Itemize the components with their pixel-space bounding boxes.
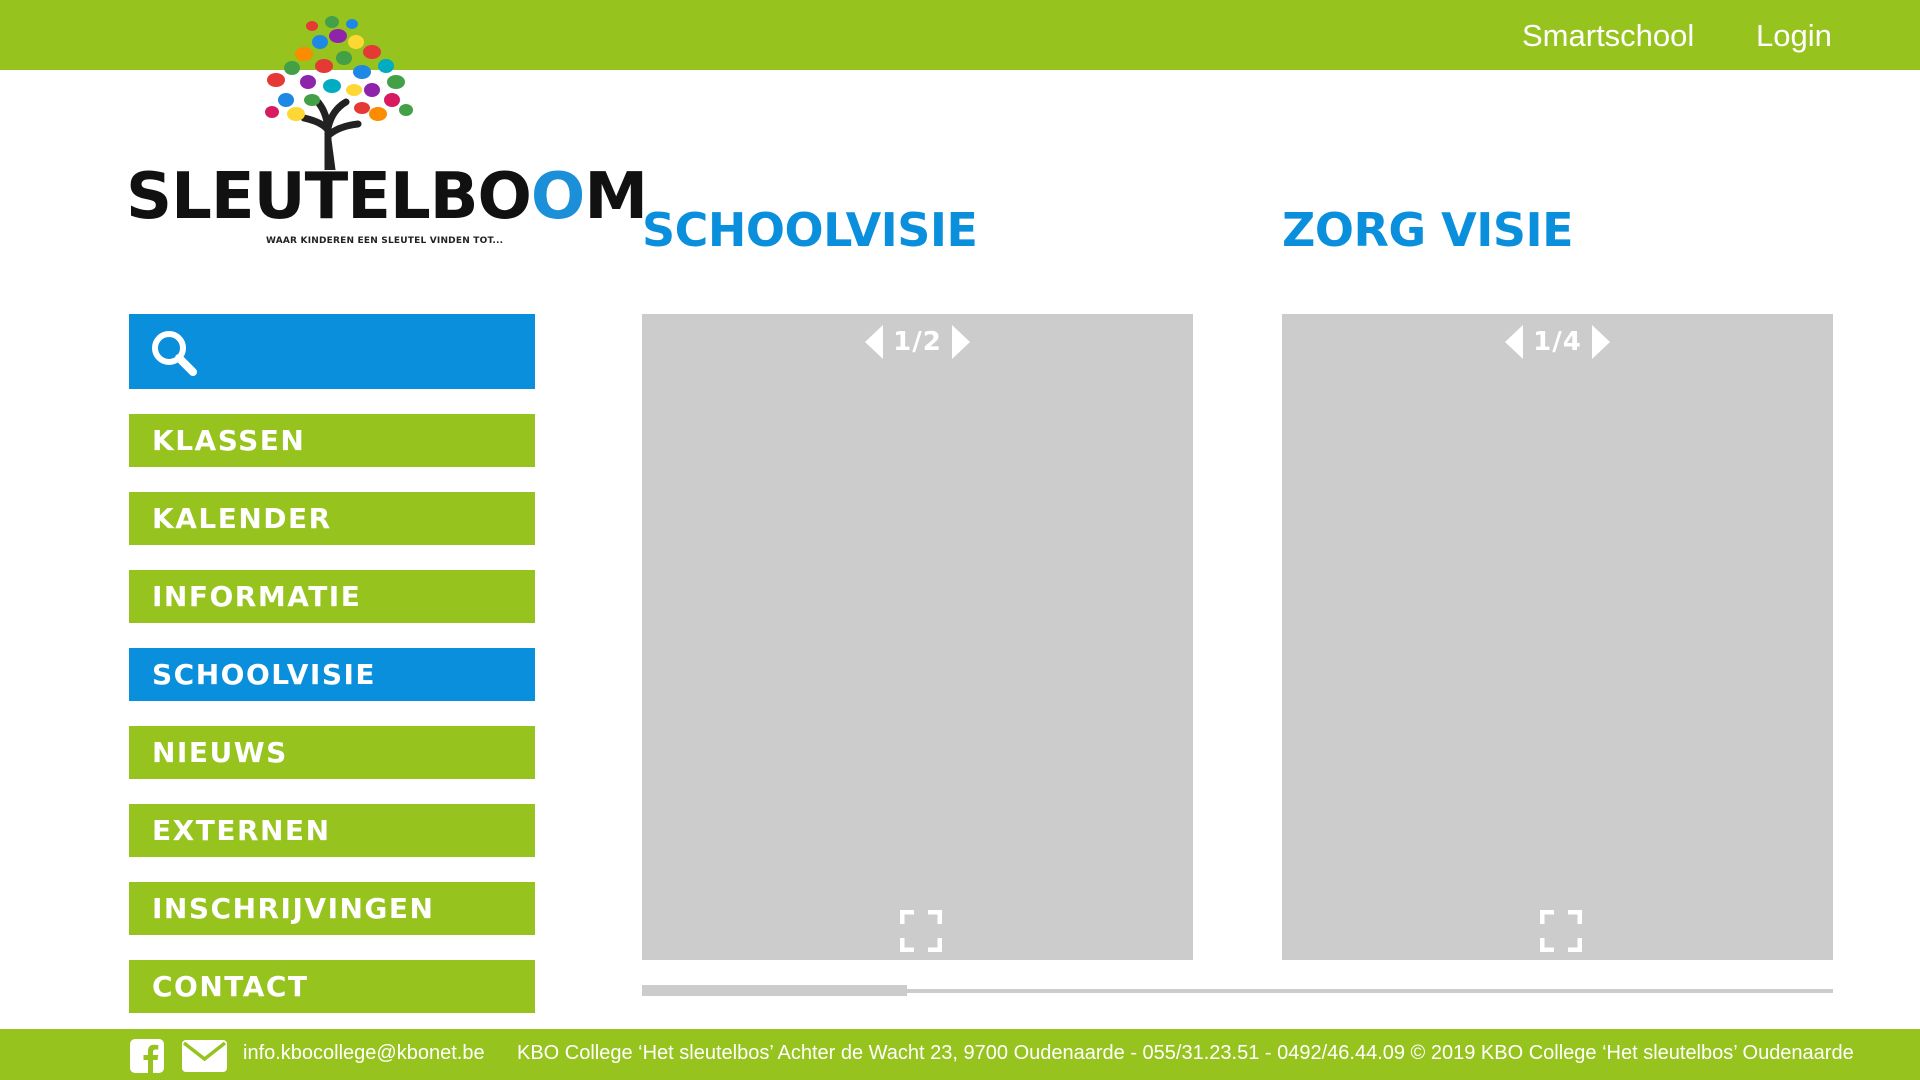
nav-item-nieuws[interactable]: NIEUWS [129,726,535,779]
nav-item-contact[interactable]: CONTACT [129,960,535,1013]
nav-item-schoolvisie[interactable]: SCHOOLVISIE [129,648,535,701]
logo-wordmark: SLEUTELBOOM [126,160,648,234]
previous-page-icon[interactable] [1503,325,1524,359]
footer-contact-info: KBO College ‘Het sleutelbos’ Achter de W… [517,1042,1854,1064]
nav-item-klassen[interactable]: KLASSEN [129,414,535,467]
nav-item-kalender[interactable]: KALENDER [129,492,535,545]
zorg-visie-document-viewer[interactable]: 1/4 [1282,314,1833,960]
horizontal-scrollbar-thumb[interactable] [642,985,907,996]
mail-icon[interactable] [182,1040,227,1072]
page-navigator: 1/4 [1282,324,1833,360]
nav-item-externen[interactable]: EXTERNEN [129,804,535,857]
login-link[interactable]: Login [1756,18,1832,53]
fullscreen-icon[interactable] [1540,910,1582,952]
page-counter: 1/4 [1533,327,1582,357]
horizontal-scrollbar-track[interactable] [642,989,1833,993]
nav-item-informatie[interactable]: INFORMATIE [129,570,535,623]
page-navigator: 1/2 [642,324,1193,360]
search-box[interactable] [129,314,535,389]
schoolvisie-title: SCHOOLVISIE [642,203,978,257]
previous-page-icon[interactable] [863,325,884,359]
search-icon[interactable] [149,328,199,378]
facebook-icon[interactable] [130,1039,164,1073]
logo-tagline: WAAR KINDEREN EEN SLEUTEL VINDEN TOT... [266,236,504,246]
tree-icon [265,16,413,170]
footer-email-link[interactable]: info.kbocollege@kbonet.be [243,1042,485,1064]
schoolvisie-document-viewer[interactable]: 1/2 [642,314,1193,960]
nav-item-inschrijvingen[interactable]: INSCHRIJVINGEN [129,882,535,935]
footer: info.kbocollege@kbonet.be KBO College ‘H… [0,1029,1920,1080]
school-logo[interactable]: SLEUTELBOOM WAAR KINDEREN EEN SLEUTEL VI… [126,10,648,255]
fullscreen-icon[interactable] [900,910,942,952]
next-page-icon[interactable] [951,325,972,359]
smartschool-link[interactable]: Smartschool [1522,18,1695,53]
page-counter: 1/2 [893,327,942,357]
zorg-visie-title: ZORG VISIE [1282,203,1574,257]
next-page-icon[interactable] [1591,325,1612,359]
